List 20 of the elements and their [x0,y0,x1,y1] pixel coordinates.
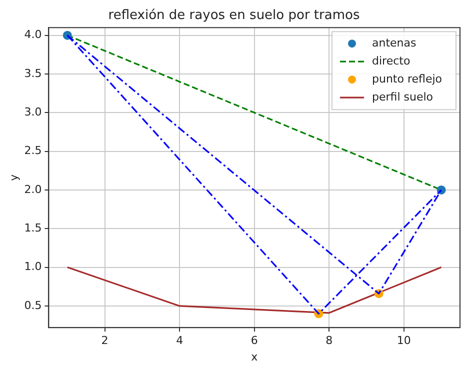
x-tick-label: 8 [326,334,333,348]
chart-title: reflexión de rayos en suelo por tramos [108,8,360,24]
y-tick-label: 1.5 [24,221,42,234]
y-tick-label: 0.5 [24,298,42,312]
x-tick-label: 10 [396,334,411,348]
x-axis-title: x [251,350,258,364]
x-tick-label: 2 [101,334,108,348]
y-tick-label: 1.0 [24,260,42,274]
y-tick-label: 4.0 [24,28,42,42]
y-tick-label: 2.5 [24,144,42,158]
legend-label: punto reflejo [372,72,442,86]
y-axis-title: y [7,174,20,181]
y-tick-label: 3.5 [24,66,42,80]
x-tick-label: 4 [176,334,184,348]
x-tick-label: 6 [250,334,258,348]
legend-label: perfil suelo [372,90,434,104]
y-tick-label: 3.0 [24,106,42,119]
legend-label: directo [372,54,410,68]
y-tick-label: 2.0 [24,182,42,196]
legend-label: antenas [372,36,417,50]
